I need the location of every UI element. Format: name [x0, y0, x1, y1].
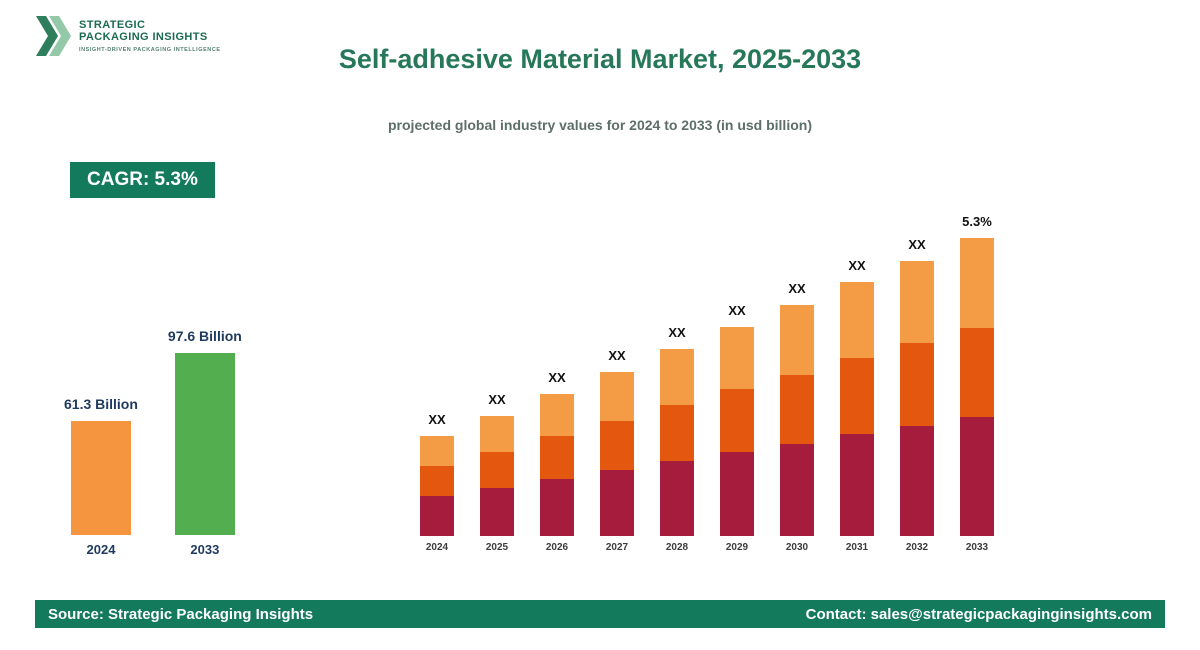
bar-year-label: 2030	[785, 542, 809, 553]
bar-value-label: 61.3 Billion	[64, 396, 138, 412]
stacked-bar-segment-bottom	[960, 417, 994, 536]
bar-top-label: XX	[488, 392, 506, 407]
logo-chevron-icon	[36, 16, 71, 56]
stacked-bar-segment-middle	[900, 343, 934, 426]
stacked-bar	[780, 305, 814, 536]
stacked-bar-segment-top	[780, 305, 814, 375]
stacked-bar	[960, 238, 994, 536]
stacked-bar-group: XX 2024	[420, 412, 454, 553]
stacked-bar-segment-middle	[540, 436, 574, 479]
logo-line1: STRATEGIC	[79, 18, 146, 31]
bar-year-label: 2033	[190, 542, 220, 557]
cagr-badge: CAGR: 5.3%	[70, 162, 215, 198]
bar-year-label: 2028	[665, 542, 689, 553]
stacked-bar	[660, 349, 694, 536]
stacked-bar-segment-top	[960, 238, 994, 328]
comparison-bar	[174, 353, 235, 535]
comparison-bar-group: 61.3 Billion 2024	[64, 396, 138, 557]
stacked-bar-group: XX 2029	[720, 303, 754, 553]
stacked-bar-segment-top	[600, 372, 634, 421]
bar-year-label: 2031	[845, 542, 869, 553]
bar-year-label: 2026	[545, 542, 569, 553]
stacked-chart-bars: XX 2024 XX 2025 XX 2026 XX 2027 XX 2028 XX 2029 XX 20…	[420, 214, 994, 553]
stacked-bar-segment-bottom	[540, 479, 574, 536]
bar-top-label: 5.3%	[962, 214, 992, 229]
page-title: Self-adhesive Material Market, 2025-2033	[338, 44, 862, 74]
stacked-bar-segment-bottom	[480, 488, 514, 536]
logo-line2: PACKAGING INSIGHTS	[79, 31, 208, 44]
bar-top-label: XX	[608, 348, 626, 363]
stacked-bar-segment-middle	[780, 375, 814, 444]
footer-contact: Contact: sales@strategicpackaginginsight…	[805, 605, 1152, 623]
stacked-bar	[420, 436, 454, 536]
brand-logo: STRATEGIC PACKAGING INSIGHTS INSIGHT-DRI…	[35, 13, 221, 59]
logo-tagline: INSIGHT-DRIVEN PACKAGING INTELLIGENCE	[79, 46, 221, 53]
comparison-bar-group: 97.6 Billion 2033	[168, 328, 242, 557]
stacked-bar-group: XX 2032	[900, 237, 934, 553]
stacked-bar	[720, 327, 754, 536]
stacked-bar-segment-middle	[660, 405, 694, 461]
stacked-bar	[480, 416, 514, 536]
stacked-bar	[900, 261, 934, 536]
bar-top-label: XX	[428, 412, 446, 427]
stacked-bar-segment-top	[900, 261, 934, 343]
stacked-bar-segment-bottom	[600, 470, 634, 536]
stacked-bar	[540, 394, 574, 536]
stacked-bar-segment-bottom	[900, 426, 934, 536]
stacked-bar-segment-middle	[960, 328, 994, 417]
bar-year-label: 2027	[605, 542, 629, 553]
bar-top-label: XX	[668, 325, 686, 340]
bar-year-label: 2024	[86, 542, 116, 557]
stacked-bar-group: XX 2025	[480, 392, 514, 553]
bar-top-label: XX	[728, 303, 746, 318]
stacked-bar	[600, 372, 634, 536]
bar-year-label: 2032	[905, 542, 929, 553]
stacked-bar-group: XX 2030	[780, 281, 814, 553]
bar-year-label: 2025	[485, 542, 509, 553]
bar-top-label: XX	[788, 281, 806, 296]
stacked-bar-segment-top	[420, 436, 454, 466]
stacked-bar-group: XX 2026	[540, 370, 574, 553]
stacked-bar-segment-middle	[720, 389, 754, 452]
bar-year-label: 2024	[425, 542, 449, 553]
stacked-bar-segment-middle	[840, 358, 874, 434]
footer-source: Source: Strategic Packaging Insights	[48, 605, 314, 623]
stacked-bar-group: 5.3% 2033	[960, 214, 994, 553]
stacked-bar-segment-bottom	[720, 452, 754, 536]
stacked-bar-segment-top	[480, 416, 514, 452]
stacked-bar-segment-bottom	[780, 444, 814, 536]
stacked-bar-segment-top	[540, 394, 574, 436]
stacked-bar-segment-bottom	[420, 496, 454, 536]
bar-top-label: XX	[548, 370, 566, 385]
footer-bar: Source: Strategic Packaging Insights Con…	[35, 600, 1165, 628]
stacked-bar-segment-middle	[420, 466, 454, 496]
bar-top-label: XX	[908, 237, 926, 252]
bar-top-label: XX	[848, 258, 866, 273]
stacked-bar-segment-bottom	[660, 461, 694, 536]
stacked-bar-segment-middle	[600, 421, 634, 470]
bar-value-label: 97.6 Billion	[167, 328, 242, 344]
comparison-bar	[70, 421, 131, 535]
stacked-bar-segment-bottom	[840, 434, 874, 536]
comparison-chart-bars: 61.3 Billion 2024 97.6 Billion 2033	[64, 328, 242, 557]
page-subtitle: projected global industry values for 202…	[388, 117, 812, 133]
stacked-bar-group: XX 2027	[600, 348, 634, 553]
bar-year-label: 2033	[965, 542, 989, 553]
logo-text: STRATEGIC PACKAGING INSIGHTS INSIGHT-DRI…	[79, 19, 221, 54]
stacked-bar-segment-top	[720, 327, 754, 389]
stacked-bar	[840, 282, 874, 536]
stacked-bar-group: XX 2028	[660, 325, 694, 553]
stacked-bar-segment-top	[660, 349, 694, 405]
bar-year-label: 2029	[725, 542, 749, 553]
stacked-bar-segment-top	[840, 282, 874, 358]
stacked-bar-segment-middle	[480, 452, 514, 488]
stacked-bar-group: XX 2031	[840, 258, 874, 553]
